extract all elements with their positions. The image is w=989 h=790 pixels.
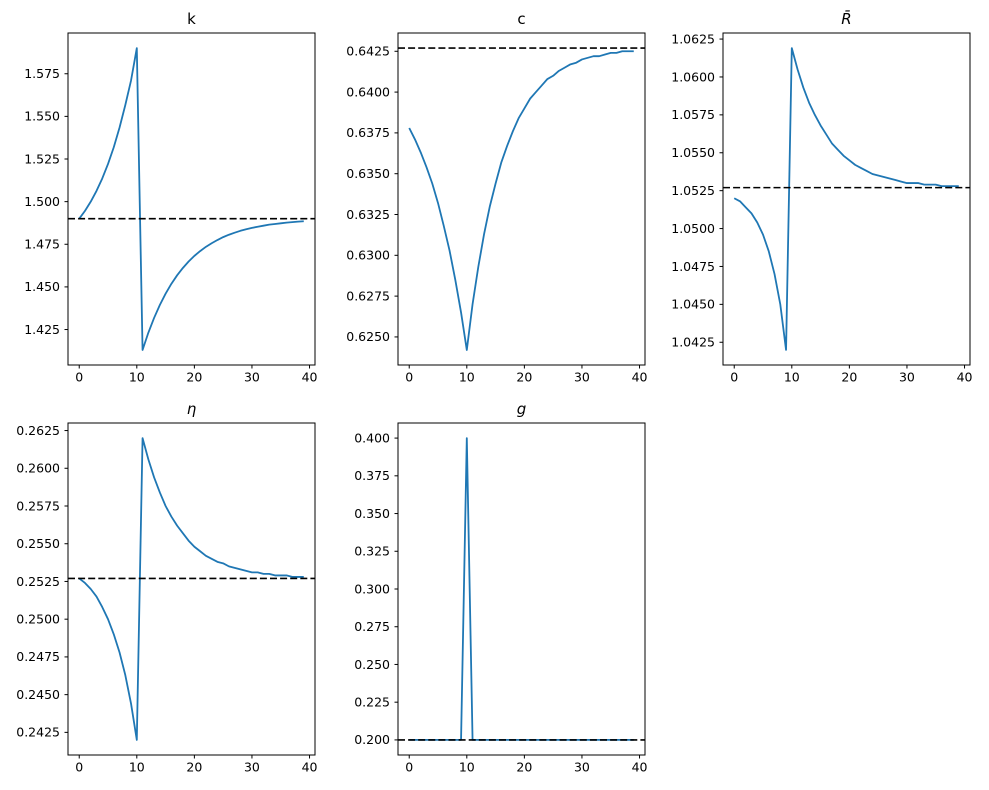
x-tick-label: 10 — [784, 370, 800, 385]
x-tick-label: 10 — [129, 370, 145, 385]
x-tick-label: 40 — [302, 370, 318, 385]
y-tick-label: 1.525 — [24, 151, 60, 166]
axes-frame — [67, 32, 316, 366]
y-tick-label: 1.0600 — [671, 69, 715, 84]
axes-frame — [397, 422, 646, 756]
y-tick-label: 0.2500 — [16, 611, 60, 626]
x-tick-label: 10 — [459, 760, 475, 775]
y-tick-label: 1.475 — [24, 237, 60, 252]
y-tick-label: 0.6350 — [346, 166, 390, 181]
y-tick-label: 0.400 — [354, 430, 390, 445]
y-tick-label: 1.0475 — [671, 259, 715, 274]
subplot-g-canvas: 0.200 0.225 0.250 0.275 0.300 0.325 0.350 0.375… — [354, 422, 648, 775]
series-line — [733, 47, 959, 351]
y-tick-label: 0.225 — [354, 694, 390, 709]
y-tick-label: 1.450 — [24, 279, 60, 294]
x-tick-label: 40 — [957, 370, 973, 385]
y-tick-label: 0.6400 — [346, 84, 390, 99]
subplot-eta: η 0.2425 0.2450 0.2475 0.2500 0.2525 0.2550 0.… — [0, 398, 330, 785]
y-tick-label: 0.6250 — [346, 329, 390, 344]
y-tick-label: 0.275 — [354, 619, 390, 634]
y-tick-label: 0.350 — [354, 506, 390, 521]
x-tick-label: 40 — [632, 370, 648, 385]
subplot-k-title: k — [187, 10, 196, 28]
x-tick-label: 0 — [405, 760, 413, 775]
subplot-rbar-title: R̄ — [841, 10, 852, 28]
x-tick-label: 40 — [302, 760, 318, 775]
y-tick-label: 0.2425 — [16, 725, 60, 740]
y-tick-label: 0.200 — [354, 732, 390, 747]
subplot-c-canvas: 0.6250 0.6275 0.6300 0.6325 0.6350 0.6375 0.64… — [346, 32, 648, 385]
x-tick-label: 30 — [244, 370, 260, 385]
x-tick-label: 30 — [574, 760, 590, 775]
x-tick-label: 10 — [129, 760, 145, 775]
y-tick-label: 1.0425 — [671, 335, 715, 350]
subplot-eta-title: η — [186, 400, 197, 418]
axes-frame — [722, 32, 971, 366]
series-line — [409, 437, 634, 741]
x-tick-label: 0 — [405, 370, 413, 385]
y-tick-label: 1.0625 — [671, 31, 715, 46]
subplot-g-title: g — [516, 400, 527, 418]
y-tick-label: 0.250 — [354, 657, 390, 672]
y-tick-label: 1.0525 — [671, 183, 715, 198]
y-tick-label: 0.6425 — [346, 44, 390, 59]
y-tick-label: 1.0575 — [671, 107, 715, 122]
x-tick-label: 20 — [186, 370, 202, 385]
x-tick-label: 0 — [75, 760, 83, 775]
x-tick-label: 20 — [186, 760, 202, 775]
axes-frame — [67, 422, 316, 756]
subplot-k-canvas: 1.425 1.450 1.475 1.500 1.525 1.550 1.575 0 10 20… — [24, 32, 318, 385]
y-tick-label: 0.6375 — [346, 125, 390, 140]
x-tick-label: 10 — [459, 370, 475, 385]
y-tick-label: 0.2525 — [16, 574, 60, 589]
y-tick-label: 1.0500 — [671, 221, 715, 236]
x-tick-label: 20 — [841, 370, 857, 385]
x-tick-label: 30 — [574, 370, 590, 385]
x-tick-label: 40 — [632, 760, 648, 775]
subplot-eta-canvas: 0.2425 0.2450 0.2475 0.2500 0.2525 0.2550 0.25… — [16, 422, 318, 775]
y-tick-label: 0.325 — [354, 544, 390, 559]
series-line — [78, 47, 304, 351]
y-tick-label: 1.0450 — [671, 297, 715, 312]
subplot-k: k 1.425 1.450 1.475 1.500 1.525 1.550 1.575 0 10… — [0, 8, 330, 395]
subplot-rbar-canvas: 1.0425 1.0450 1.0475 1.0500 1.0525 1.0550 1.05… — [671, 31, 973, 385]
y-tick-label: 1.550 — [24, 109, 60, 124]
y-tick-label: 0.2575 — [16, 498, 60, 513]
subplot-rbar: R̄ 1.0425 1.0450 1.0475 1.0500 1.0525 1.0550 1… — [655, 8, 985, 395]
y-tick-label: 0.300 — [354, 581, 390, 596]
y-tick-label: 0.6275 — [346, 288, 390, 303]
x-tick-label: 20 — [516, 760, 532, 775]
subplot-c: c 0.6250 0.6275 0.6300 0.6325 0.6350 0.6375 0.… — [330, 8, 660, 395]
x-tick-label: 30 — [899, 370, 915, 385]
series-line — [78, 437, 304, 741]
x-tick-label: 0 — [75, 370, 83, 385]
y-tick-label: 1.425 — [24, 322, 60, 337]
x-tick-label: 0 — [730, 370, 738, 385]
y-tick-label: 0.6300 — [346, 248, 390, 263]
series-line — [408, 50, 634, 351]
y-tick-label: 1.0550 — [671, 145, 715, 160]
y-tick-label: 1.575 — [24, 66, 60, 81]
y-tick-label: 0.2450 — [16, 687, 60, 702]
subplot-c-title: c — [517, 10, 526, 28]
y-tick-label: 0.6325 — [346, 207, 390, 222]
y-tick-label: 0.2600 — [16, 461, 60, 476]
y-tick-label: 1.500 — [24, 194, 60, 209]
y-tick-label: 0.2550 — [16, 536, 60, 551]
y-tick-label: 0.2475 — [16, 649, 60, 664]
x-tick-label: 30 — [244, 760, 260, 775]
y-tick-label: 0.2625 — [16, 423, 60, 438]
axes-frame — [397, 32, 646, 366]
y-tick-label: 0.375 — [354, 468, 390, 483]
subplot-g: g 0.200 0.225 0.250 0.275 0.300 0.325 0.350 0.3… — [330, 398, 660, 785]
x-tick-label: 20 — [516, 370, 532, 385]
